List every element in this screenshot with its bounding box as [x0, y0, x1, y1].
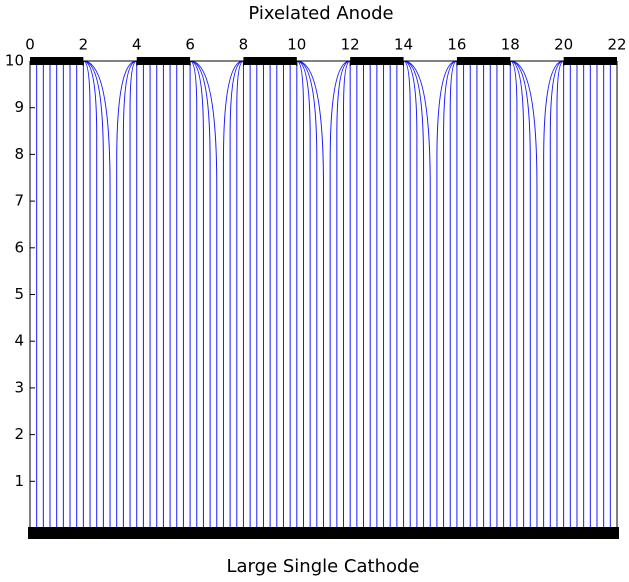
field-line [403, 60, 431, 528]
x-tick-label: 22 [607, 36, 626, 54]
field-line [116, 60, 137, 528]
field-line [189, 60, 198, 528]
y-tick-label: 10 [5, 52, 24, 70]
y-tick-label: 8 [14, 145, 24, 163]
field-line [222, 60, 244, 528]
field-line [129, 60, 137, 528]
field-line [403, 60, 411, 528]
anode [456, 57, 511, 65]
x-tick-label: 16 [447, 36, 466, 54]
y-tick-label: 7 [14, 192, 24, 210]
field-line [343, 60, 351, 528]
field-line [436, 60, 457, 528]
x-axis-label: Large Single Cathode [227, 556, 420, 577]
x-tick-label: 10 [287, 36, 306, 54]
anode [136, 57, 191, 65]
x-tick-label: 6 [185, 36, 195, 54]
field-line [190, 60, 211, 528]
field-line [83, 60, 104, 528]
field-line [449, 60, 458, 528]
field-line [403, 60, 418, 528]
field-line [296, 60, 311, 528]
x-tick-label: 8 [239, 36, 249, 54]
field-line [229, 60, 244, 528]
field-line [296, 60, 318, 528]
field-line [556, 60, 564, 528]
chart-title: Pixelated Anode [248, 3, 393, 24]
field-line [83, 60, 98, 528]
field-line [296, 60, 304, 528]
field-line [510, 60, 531, 528]
x-tick-label: 0 [25, 36, 35, 54]
anode [30, 57, 84, 65]
anode [563, 57, 617, 65]
x-tick-label: 14 [394, 36, 413, 54]
cathode [28, 527, 619, 539]
field-line [549, 60, 564, 528]
y-tick-label: 9 [14, 98, 24, 116]
x-tick-label: 2 [79, 36, 89, 54]
field-line [510, 60, 525, 528]
field-line [510, 60, 538, 528]
field-line [543, 60, 564, 528]
field-lines [36, 60, 611, 528]
field-line [189, 60, 204, 528]
x-tick-label: 18 [501, 36, 520, 54]
y-tick-label: 3 [14, 378, 24, 396]
field-line [296, 60, 324, 528]
x-tick-label: 20 [554, 36, 573, 54]
field-line [122, 60, 137, 528]
field-line [336, 60, 351, 528]
field-line [83, 60, 91, 528]
x-tick-label: 4 [132, 36, 142, 54]
anode [350, 57, 404, 65]
y-tick-label: 4 [14, 332, 24, 350]
y-tick-label: 2 [14, 425, 24, 443]
field-line [329, 60, 351, 528]
x-tick-label: 12 [341, 36, 360, 54]
field-line [236, 60, 244, 528]
anode [243, 57, 297, 65]
field-line [190, 60, 218, 528]
field-line [443, 60, 458, 528]
field-line [83, 60, 111, 528]
y-tick-label: 1 [14, 472, 24, 490]
y-tick-label: 5 [14, 285, 24, 303]
y-tick-label: 6 [14, 238, 24, 256]
field-line [403, 60, 425, 528]
field-line [510, 60, 518, 528]
